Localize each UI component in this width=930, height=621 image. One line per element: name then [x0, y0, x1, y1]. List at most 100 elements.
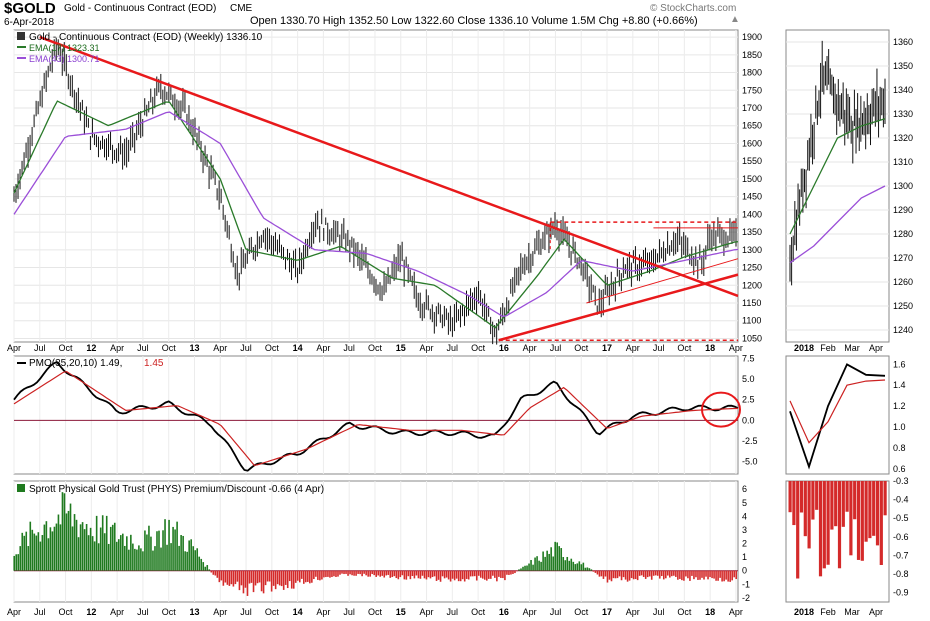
phys-bar	[481, 570, 484, 579]
phys-bar	[606, 570, 609, 583]
panel-frame-pmo	[13, 355, 739, 475]
phys-y-tick-label: 6	[742, 484, 747, 494]
phys-y-tick-label: 0	[742, 566, 747, 576]
main-y-tick-label: 1550	[742, 156, 762, 166]
phys-bar	[610, 570, 613, 582]
daily-phys-bar	[849, 481, 853, 556]
phys-bar	[95, 515, 98, 571]
phys-bar	[325, 570, 327, 578]
phys-bar	[568, 560, 571, 571]
x-axis-label-main: Oct	[59, 343, 74, 353]
x-axis-label-main: 13	[189, 343, 199, 353]
phys-bar	[636, 570, 639, 581]
phys-bar	[124, 545, 126, 571]
daily-price-bars	[789, 40, 886, 286]
phys-bar	[323, 570, 325, 578]
phys-bar	[576, 563, 579, 571]
phys-bar	[128, 549, 130, 571]
phys-bar	[33, 533, 36, 571]
phys-bar	[375, 570, 377, 577]
phys-bar	[176, 521, 178, 571]
phys-bar	[598, 570, 601, 577]
phys-bar	[238, 570, 241, 591]
phys-bar	[656, 570, 659, 576]
phys-bar	[675, 570, 677, 577]
phys-bar	[451, 570, 454, 579]
instrument-name: Gold - Continuous Contract (EOD)	[64, 3, 217, 14]
phys-bar	[97, 543, 100, 571]
phys-bar	[156, 531, 158, 571]
phys-bar	[63, 493, 66, 571]
phys-bar	[455, 570, 458, 579]
phys-bar	[339, 570, 341, 575]
pmo-legend-label: PMO(35,20,10) 1.49,	[29, 358, 122, 369]
phys-bar	[381, 570, 384, 576]
phys-bar	[620, 570, 623, 581]
phys-bar	[723, 570, 725, 582]
main-y-tick-label: 1250	[742, 263, 762, 273]
phys-bar	[673, 570, 675, 576]
phys-bar	[652, 570, 655, 576]
phys-bar	[564, 560, 567, 571]
pmo-y-tick-label: 5.0	[742, 374, 755, 384]
watermark: © StockCharts.com	[650, 3, 737, 14]
phys-bar	[371, 570, 373, 575]
phys-bar	[586, 567, 589, 571]
x-axis-label-bottom: Oct	[162, 607, 177, 617]
phys-bar	[548, 553, 550, 571]
x-axis-label-main: Oct	[677, 343, 692, 353]
phys-bar	[439, 570, 442, 582]
phys-bar	[29, 521, 32, 571]
phys-bar	[630, 570, 633, 579]
daily-phys-bar	[822, 481, 826, 569]
phys-bar	[23, 535, 26, 571]
phys-bar	[202, 562, 205, 571]
phys-bar	[294, 570, 297, 583]
downtrend-line	[39, 35, 739, 298]
main-y-tick-label: 1350	[742, 227, 762, 237]
daily-x-label-bottom: Apr	[869, 607, 883, 617]
phys-bar	[355, 570, 357, 576]
phys-bar	[646, 570, 649, 578]
daily-phys-bar	[818, 481, 823, 577]
daily-phys-bar	[841, 481, 845, 527]
phys-bar	[594, 570, 597, 573]
daily-y-tick-label: 1300	[893, 181, 913, 191]
phys-bar	[244, 570, 247, 588]
phys-bar	[528, 563, 530, 571]
main-y-tick-label: 1700	[742, 103, 762, 113]
phys-bar	[731, 570, 733, 581]
phys-bar	[216, 570, 219, 578]
phys-bar	[288, 570, 291, 582]
phys-bar	[132, 543, 134, 571]
phys-bar	[172, 526, 174, 571]
main-y-tick-label: 1050	[742, 333, 762, 343]
phys-bar	[103, 533, 106, 571]
phys-bar	[99, 527, 102, 571]
phys-bar	[71, 526, 74, 571]
pmo-y-tick-label: 0.0	[742, 415, 755, 425]
phys-bar	[498, 570, 500, 577]
phys-bar	[729, 570, 731, 582]
main-y-tick-label: 1100	[742, 316, 761, 326]
phys-bar	[512, 570, 514, 574]
x-axis-label-bottom: Jul	[447, 607, 459, 617]
phys-bar	[254, 570, 257, 586]
x-axis-label-bottom: Apr	[523, 607, 537, 617]
x-axis-label-main: Jul	[550, 343, 562, 353]
x-axis-label-bottom: 15	[396, 607, 406, 617]
phys-bar	[341, 570, 343, 574]
phys-bar	[224, 570, 227, 583]
phys-bar	[142, 551, 144, 571]
daily-phys-bar	[879, 481, 883, 565]
phys-bar	[115, 541, 118, 571]
phys-bar	[447, 570, 450, 580]
phys-bar	[343, 570, 345, 575]
phys-bar	[31, 529, 34, 571]
daily-phys-y-tick-label: -0.3	[893, 476, 909, 486]
phys-bar	[242, 570, 245, 594]
phys-bar	[194, 550, 196, 571]
phys-bar	[87, 535, 90, 571]
phys-bar	[315, 570, 317, 577]
